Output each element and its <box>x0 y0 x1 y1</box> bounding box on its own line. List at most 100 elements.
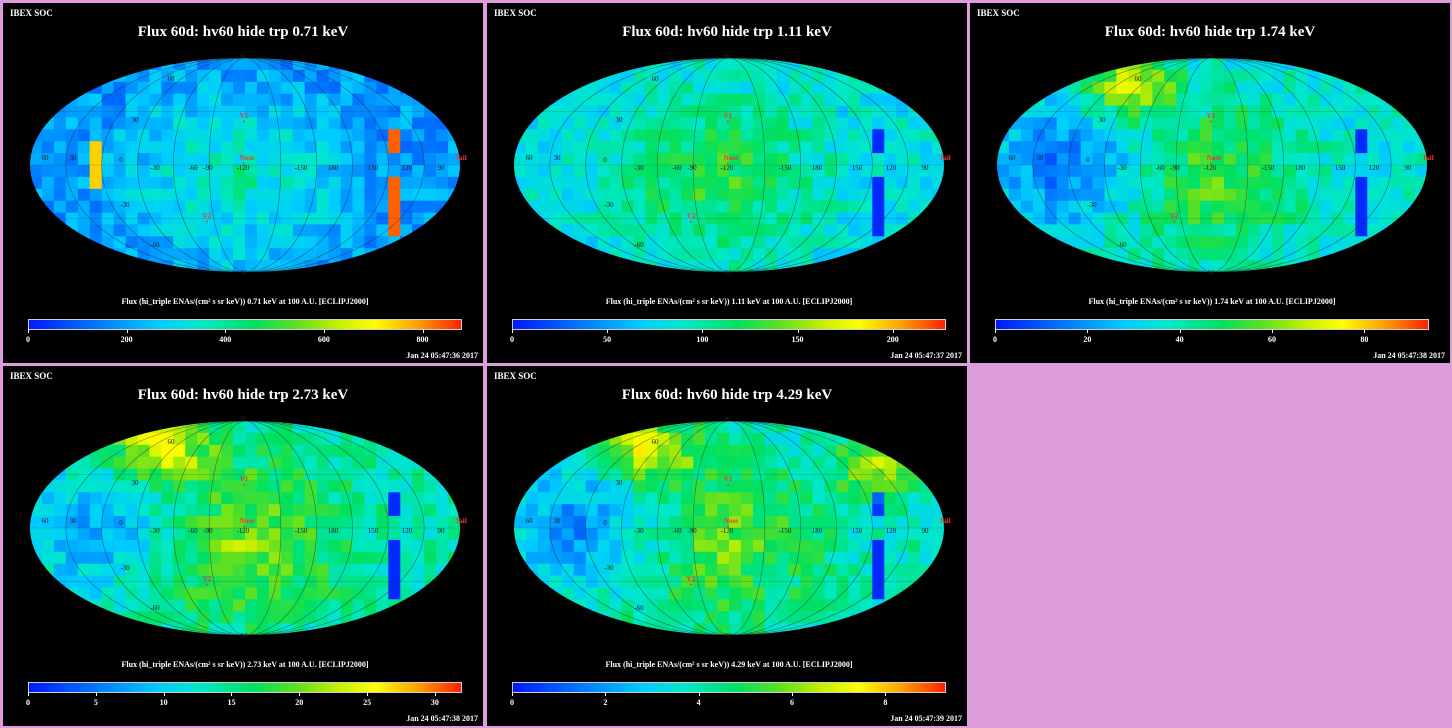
flux-pixel <box>245 623 258 635</box>
flux-pixel <box>65 539 79 553</box>
flux-pixel <box>1247 58 1261 71</box>
flux-pixel <box>268 599 282 612</box>
flux-pixel <box>1295 93 1309 107</box>
flux-pixel <box>645 141 658 154</box>
flux-pixel <box>316 153 330 166</box>
flux-pixel <box>537 224 551 237</box>
flux-pixel <box>364 188 377 202</box>
flux-pixel <box>1032 212 1046 226</box>
flux-pixel <box>693 504 706 517</box>
flux-pixel <box>77 81 91 95</box>
flux-pixel <box>609 444 623 458</box>
flux-pixel <box>149 129 162 142</box>
flux-pixel <box>89 516 103 529</box>
flux-pixel <box>149 165 162 178</box>
nose-marker: • <box>727 160 730 168</box>
flux-pixel <box>705 421 718 434</box>
flux-pixel <box>932 129 944 142</box>
flux-pixel <box>645 93 658 107</box>
flux-pixel <box>1403 153 1416 166</box>
flux-pixel <box>340 575 354 589</box>
flux-pixel <box>77 492 91 505</box>
flux-pixel <box>1367 93 1380 107</box>
flux-pixel <box>657 165 670 178</box>
flux-pixel <box>1128 81 1141 95</box>
flux-pixel <box>1283 69 1297 83</box>
flux-pixel <box>41 81 55 95</box>
flux-pixel <box>221 141 234 154</box>
flux-pixel <box>412 129 425 142</box>
flux-pixel <box>221 516 234 529</box>
flux-pixel <box>1104 176 1117 190</box>
flux-pixel <box>65 492 79 505</box>
flux-pixel <box>1188 81 1201 95</box>
flux-pixel <box>209 599 222 612</box>
flux-pixel <box>125 129 139 142</box>
flux-pixel <box>125 421 139 434</box>
flux-pixel <box>525 587 539 600</box>
flux-pixel <box>836 587 849 600</box>
flux-pixel <box>860 200 873 214</box>
longitude-label: 30 <box>1037 154 1045 162</box>
flux-pixel <box>585 212 599 226</box>
flux-pixel <box>436 539 449 553</box>
flux-pixel <box>292 551 306 565</box>
flux-pixel <box>101 69 115 83</box>
flux-pixel <box>621 141 634 154</box>
flux-pixel <box>860 587 873 600</box>
flux-pixel <box>932 516 944 529</box>
flux-pixel <box>788 480 802 493</box>
flux-pixel <box>729 587 742 600</box>
flux-pixel <box>740 93 754 107</box>
flux-pixel <box>1331 212 1344 226</box>
flux-pixel <box>1355 141 1368 154</box>
flux-pixel <box>884 575 897 589</box>
flux-pixel <box>424 117 437 130</box>
flux-pixel <box>896 176 909 190</box>
flux-pixel <box>872 468 885 482</box>
flux-pixel <box>328 551 342 565</box>
flux-pixel <box>30 236 43 249</box>
sky-map-panel: IBEX SOC Flux 60d: hv60 hide trp 1.11 keV… <box>487 3 967 363</box>
flux-pixel <box>424 105 437 119</box>
flux-pixel <box>304 456 318 470</box>
flux-pixel <box>1367 129 1380 142</box>
flux-pixel <box>340 165 354 178</box>
flux-pixel <box>776 468 790 482</box>
flux-pixel <box>424 421 437 434</box>
flux-pixel <box>1391 69 1404 83</box>
flux-pixel <box>1379 176 1392 190</box>
flux-pixel <box>268 188 282 202</box>
flux-pixel <box>896 224 909 237</box>
flux-pixel <box>1259 224 1273 237</box>
flux-pixel <box>364 623 377 635</box>
flux-pixel <box>788 575 802 589</box>
flux-pixel <box>137 587 150 600</box>
flux-pixel <box>514 129 527 142</box>
flux-pixel <box>920 528 933 541</box>
flux-pixel <box>292 528 306 541</box>
flux-pixel <box>30 117 43 130</box>
flux-pixel <box>400 58 413 71</box>
flux-pixel <box>65 516 79 529</box>
flux-pixel <box>245 69 258 83</box>
flux-pixel <box>197 129 210 142</box>
flux-pixel <box>1212 117 1225 130</box>
flux-pixel <box>657 480 670 493</box>
colorbar-tick-label: 50 <box>603 335 612 344</box>
flux-pixel <box>537 260 551 272</box>
flux-pixel <box>645 153 658 166</box>
flux-pixel <box>1020 117 1034 130</box>
flux-pixel <box>609 516 623 529</box>
flux-pixel <box>872 93 885 107</box>
flux-pixel <box>1223 236 1237 249</box>
flux-pixel <box>53 432 67 446</box>
flux-pixel <box>597 141 611 154</box>
flux-pixel <box>597 212 611 226</box>
flux-pixel <box>1379 165 1392 178</box>
flux-pixel <box>292 456 306 470</box>
flux-pixel <box>585 58 599 71</box>
flux-pixel <box>896 188 909 202</box>
flux-pixel <box>1331 93 1344 107</box>
flux-pixel <box>245 165 258 178</box>
